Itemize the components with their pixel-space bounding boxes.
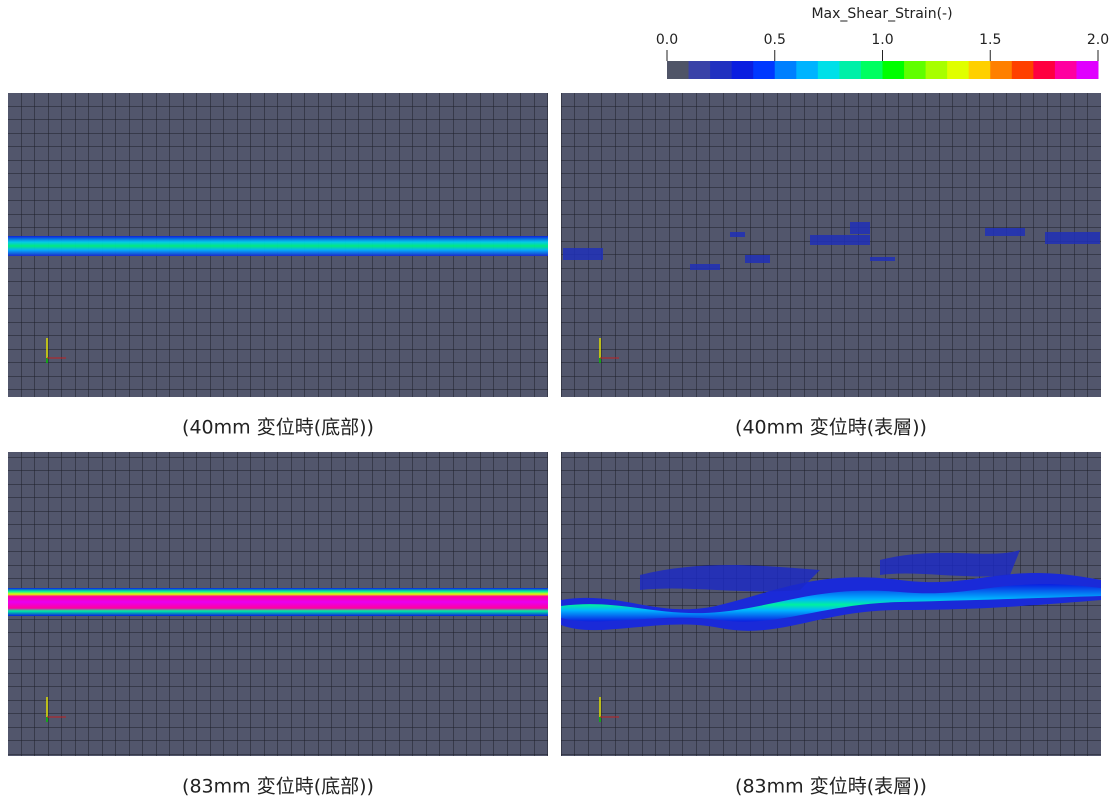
band [640,550,1020,592]
panels [8,93,1101,756]
colorbar-title: Max_Shear_Strain(-) [811,6,952,22]
colorbar-tick-label: 2.0 [1087,32,1109,48]
colorbar-segment [753,61,776,79]
panel-caption: (40mm 変位時(表層)) [735,417,927,439]
colorbar-segment [731,61,754,79]
colorbar-segment [860,61,883,79]
colorbar-tick-label: 1.5 [979,32,1001,48]
colorbar-segment [1033,61,1056,79]
colorbar-segment [817,61,840,79]
colorbar-segment [1076,61,1099,79]
colorbar-segment [839,61,862,79]
patches [563,222,1100,270]
panel-caption: (40mm 変位時(底部)) [182,417,374,439]
band [8,588,548,616]
panel-caption: (83mm 変位時(表層)) [735,776,927,798]
colorbar-tick-label: 1.0 [871,32,893,48]
strain-band [8,222,1101,631]
colorbar-segment [904,61,927,79]
colorbar-tick-label: 0.0 [656,32,678,48]
colorbar-segment [968,61,991,79]
colorbar-segment [882,61,905,79]
colorbar-segment [990,61,1013,79]
colorbar-tick-label: 0.5 [764,32,786,48]
colorbar: Max_Shear_Strain(-) 0.0 0.5 1.0 1.5 2.0 [656,6,1109,79]
panel-caption: (83mm 変位時(底部)) [182,776,374,798]
colorbar-segment [667,61,690,79]
band [8,236,548,256]
colorbar-segment [688,61,711,79]
colorbar-segment [947,61,970,79]
colorbar-segment [774,61,797,79]
colorbar-segment [1054,61,1077,79]
band [561,584,1101,622]
colorbar-segment [796,61,819,79]
colorbar-segment [925,61,948,79]
colorbar-segment [1011,61,1034,79]
colorbar-segment [710,61,733,79]
